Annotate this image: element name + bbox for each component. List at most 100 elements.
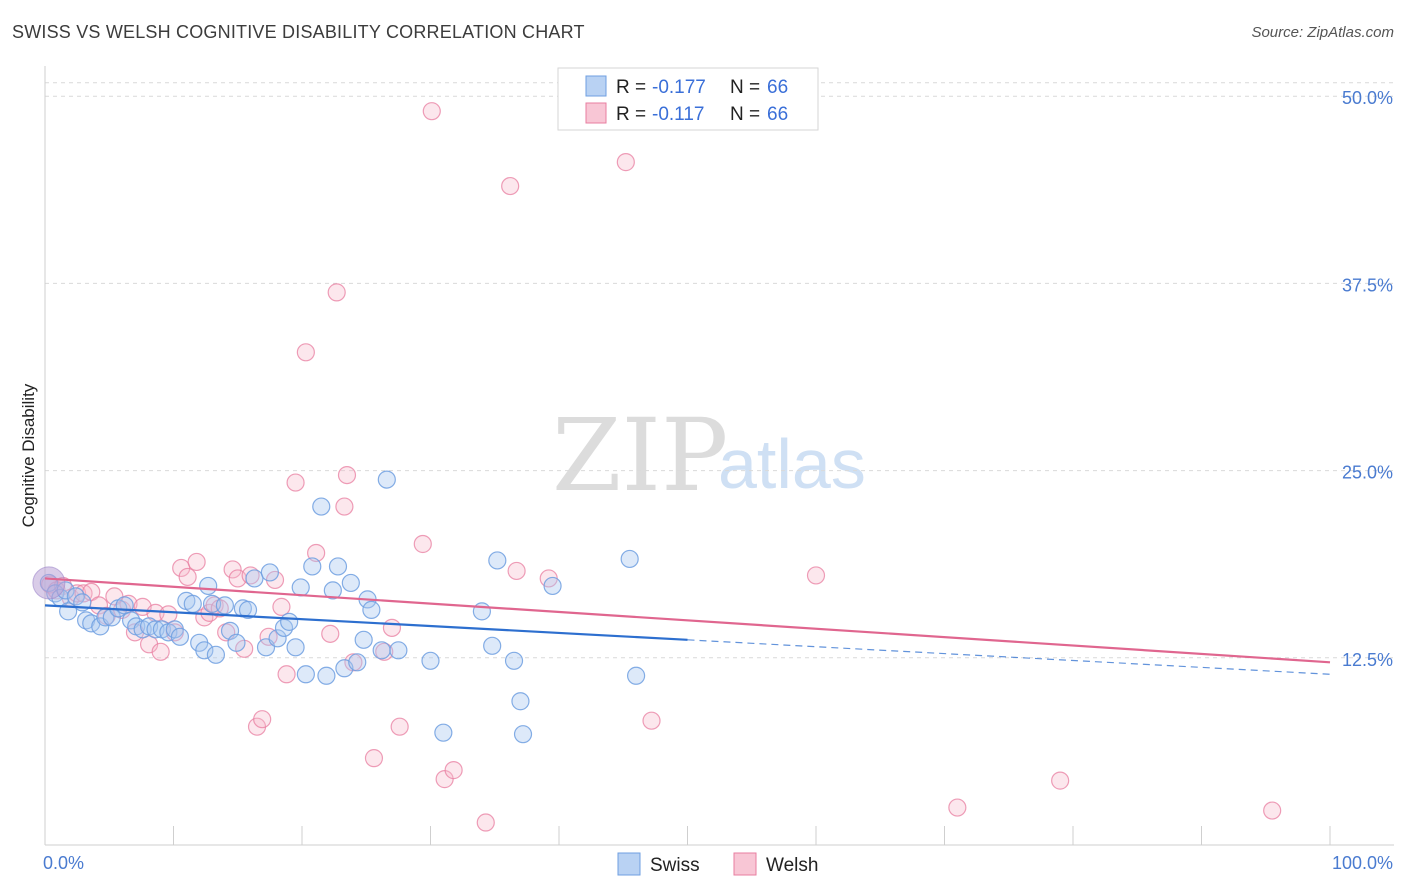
welsh-point [321, 624, 340, 643]
x-tick-label-max: 100.0% [1332, 853, 1393, 873]
y-tick-labels: 12.5% 25.0% 37.5% 50.0% [1342, 88, 1393, 670]
swiss-point [199, 576, 218, 596]
welsh-point [948, 798, 967, 817]
welsh-point [253, 710, 272, 729]
swiss-point [483, 636, 502, 655]
swiss-point [328, 557, 348, 576]
swiss-point [280, 612, 299, 631]
swiss-point [504, 651, 524, 670]
trend-lines [44, 577, 1331, 675]
welsh-point [413, 534, 432, 554]
swiss-point [206, 645, 226, 664]
source-label: Source: ZipAtlas.com [1251, 24, 1394, 41]
welsh-point [1051, 771, 1070, 790]
swiss-point [511, 692, 530, 711]
y-tick-label: 25.0% [1342, 463, 1393, 483]
swiss-point [286, 638, 305, 657]
welsh-point [187, 552, 206, 572]
legend-r-value-welsh: -0.117 [652, 104, 704, 125]
swiss-point [260, 563, 279, 582]
welsh-point [286, 473, 305, 492]
swiss-trend-line [44, 604, 688, 641]
welsh-point [178, 567, 197, 587]
y-axis-label: Cognitive Disability [19, 383, 38, 527]
welsh-point [159, 605, 178, 624]
swiss-point [238, 600, 258, 619]
welsh-point [307, 543, 326, 563]
swiss-point [183, 594, 202, 613]
legend-r-label-swiss: R = [616, 77, 646, 98]
swiss-point [195, 641, 214, 660]
swiss-point [377, 470, 396, 489]
swiss-point [421, 651, 440, 670]
welsh-point [327, 283, 346, 302]
welsh-point [806, 566, 826, 585]
welsh-point [172, 558, 191, 578]
y-tick-label: 12.5% [1342, 650, 1393, 670]
welsh-point [344, 653, 363, 672]
welsh-point [335, 497, 354, 516]
welsh-point [476, 813, 495, 832]
watermark-atlas: atlas [718, 425, 866, 503]
swiss-point [354, 630, 373, 649]
legend-swatch-swiss [585, 75, 607, 97]
swiss-point [362, 600, 381, 619]
welsh-point [296, 343, 315, 362]
swiss-point [291, 578, 310, 597]
swiss-point [296, 665, 315, 684]
welsh-point [259, 627, 278, 646]
swiss-points [32, 470, 646, 744]
welsh-point [382, 618, 402, 637]
swiss-point [626, 666, 646, 685]
legend-n-value-welsh: 66 [767, 104, 788, 125]
legend-swatch-welsh [585, 102, 607, 124]
legend-r-value-swiss: -0.177 [652, 77, 706, 98]
y-tick-label: 37.5% [1342, 275, 1393, 295]
swiss-point [389, 641, 408, 660]
welsh-point [507, 561, 526, 581]
swiss-point [341, 573, 360, 593]
swiss-point [488, 551, 507, 570]
welsh-trend-line [44, 577, 1331, 664]
chart-title: SWISS VS WELSH COGNITIVE DISABILITY CORR… [12, 22, 585, 42]
welsh-point [223, 560, 242, 579]
welsh-point [616, 153, 635, 172]
welsh-point [337, 465, 357, 485]
swiss-point [227, 633, 246, 652]
swiss-point [348, 653, 367, 672]
legend-n-value-swiss: 66 [767, 77, 788, 98]
bottom-swatch-welsh [733, 852, 757, 876]
welsh-point [272, 597, 291, 616]
swiss-point [434, 723, 453, 742]
axes [44, 66, 1394, 846]
welsh-point [277, 665, 296, 684]
swiss-point [317, 666, 336, 685]
swiss-point [245, 569, 264, 588]
welsh-point [444, 761, 463, 780]
swiss-point [323, 581, 342, 600]
swiss-point [170, 627, 190, 646]
y-tick-label: 50.0% [1342, 88, 1393, 108]
legend-n-label-swiss: N = [730, 77, 760, 98]
welsh-point [364, 749, 384, 768]
bottom-legend-welsh: Welsh [766, 855, 818, 876]
legend-n-label-welsh: N = [730, 104, 760, 125]
swiss-point [372, 641, 391, 660]
x-tick-label-min: 0.0% [43, 853, 84, 873]
watermark-zip: ZIP [552, 397, 728, 514]
swiss-point [312, 497, 331, 516]
swiss-point [472, 602, 491, 621]
cluster-point [32, 566, 66, 600]
bottom-swatch-swiss [617, 852, 641, 876]
welsh-point [151, 642, 170, 661]
correlation-legend: R = -0.177 N = 66 R = -0.117 N = 66 [557, 67, 819, 131]
swiss-point [274, 618, 294, 637]
swiss-point [543, 576, 562, 596]
welsh-point [390, 717, 409, 736]
swiss-point [303, 557, 322, 576]
swiss-point [513, 725, 533, 744]
series-legend: Swiss Welsh [617, 852, 818, 876]
welsh-point [501, 176, 520, 196]
watermark: ZIP atlas [552, 397, 866, 514]
